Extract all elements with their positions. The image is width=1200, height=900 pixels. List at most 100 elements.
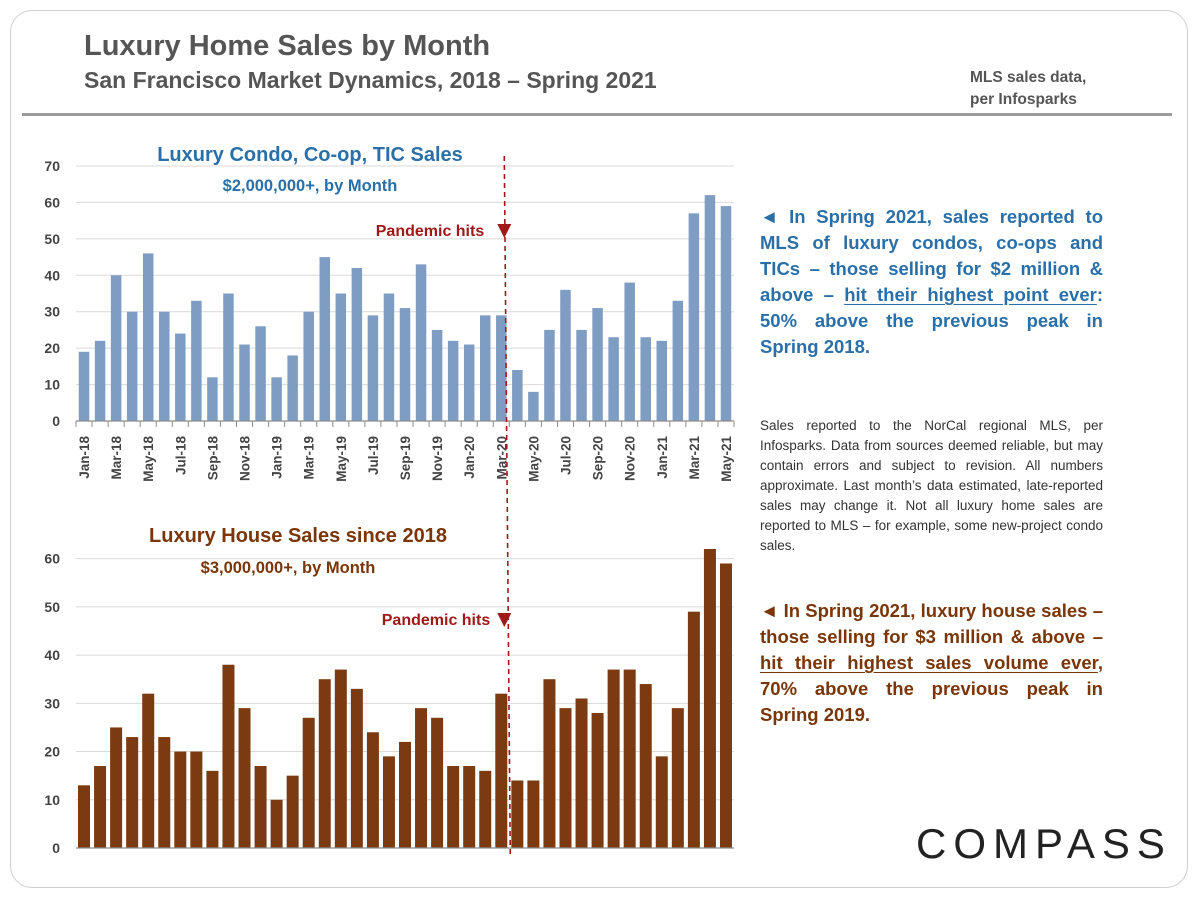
house-y-tick-label: 20 (44, 744, 60, 760)
house-bar-Nov-19 (431, 717, 444, 848)
condo-bar-Nov-19 (431, 329, 443, 421)
condo-x-tick-label: Mar-18 (109, 436, 124, 480)
condo-chart-subtitle: $2,000,000+, by Month (223, 177, 398, 195)
condo-bar-Oct-19 (415, 264, 427, 421)
condo-bar-Aug-20 (576, 329, 587, 421)
condo-bar-Dec-18 (255, 326, 266, 421)
house-bar-Jan-20 (463, 766, 476, 848)
condo-y-tick-label: 70 (44, 158, 60, 174)
pandemic-dashed-line (503, 155, 512, 859)
house-bar-Jan-18 (78, 785, 91, 848)
condo-bar-Nov-18 (239, 344, 250, 421)
condo-bar-Jul-19 (367, 315, 379, 421)
condo-x-tick-label: Jan-18 (77, 436, 92, 479)
house-bar-Nov-20 (623, 669, 636, 848)
condo-x-tick-label: Nov-20 (623, 436, 638, 481)
condo-y-tick-label: 50 (44, 231, 60, 247)
house-bar-Jul-18 (174, 751, 187, 848)
house-bar-Feb-21 (671, 708, 684, 848)
condo-x-tick-label: Mar-21 (687, 436, 702, 480)
condo-y-tick-label: 20 (44, 340, 60, 356)
house-chart-subtitle: $3,000,000+, by Month (201, 559, 376, 577)
condo-bar-May-21 (720, 206, 732, 421)
condo-x-tick-label: Jul-19 (366, 436, 381, 475)
condo-y-tick-label: 0 (52, 413, 60, 429)
house-bar-Oct-19 (415, 708, 428, 848)
condo-y-tick-label: 60 (44, 194, 60, 210)
condo-bar-Sep-20 (592, 308, 603, 421)
page-title: Luxury Home Sales by Month (84, 30, 491, 62)
condo-x-tick-label: Sep-19 (398, 436, 413, 480)
house-bar-Mar-18 (110, 727, 123, 848)
condo-x-tick-label: Jul-18 (173, 436, 188, 476)
condo-x-tick-label: Nov-18 (238, 436, 253, 482)
condo-x-tick-label: Jan-21 (655, 436, 670, 479)
condo-bar-May-19 (335, 293, 347, 421)
disclaimer-note: Sales reported to the NorCal regional ML… (760, 418, 1103, 553)
house-bar-Feb-20 (479, 770, 492, 848)
house-bar-Jun-19 (350, 688, 363, 848)
house-bar-Nov-18 (238, 708, 251, 848)
condo-callout: ◄ In Spring 2021, sales reported to MLS … (760, 204, 1103, 360)
condo-x-tick-label: Jan-19 (270, 436, 285, 479)
condo-bar-Apr-18 (126, 311, 138, 421)
source-note-line-2: per Infosparks (970, 91, 1077, 108)
condo-x-tick-label: May-18 (141, 436, 156, 482)
house-bar-Jun-18 (158, 737, 171, 848)
condo-x-tick-label: Jul-20 (558, 436, 573, 475)
house-pandemic-arrow-icon (497, 613, 512, 627)
condo-bar-Apr-19 (319, 257, 331, 421)
condo-bar-Feb-18 (94, 340, 106, 421)
condo-x-tick-label: Mar-19 (302, 436, 317, 480)
condo-x-tick-label: May-21 (719, 436, 734, 482)
condo-y-tick-label: 30 (44, 304, 60, 320)
house-bar-Aug-19 (382, 756, 395, 848)
house-bar-Jan-21 (655, 756, 668, 848)
condo-bar-Jan-20 (463, 344, 475, 421)
condo-bar-Jun-19 (351, 268, 363, 421)
house-bar-Oct-20 (607, 669, 620, 848)
house-callout-highlight: hit their highest sales volume ever (760, 652, 1098, 673)
house-bar-May-19 (334, 669, 347, 848)
house-bar-Dec-20 (639, 684, 652, 848)
condo-callout-tail: : 50% above the previous peak in Spring … (760, 284, 1103, 357)
house-bar-Sep-19 (399, 741, 411, 848)
condo-bar-Aug-19 (383, 293, 395, 421)
condo-bar-Oct-18 (223, 293, 234, 421)
condo-bar-May-18 (142, 253, 154, 421)
condo-bar-Jan-21 (656, 340, 668, 421)
condo-callout-text: ◄ In Spring 2021, sales reported to MLS … (760, 206, 1103, 305)
house-callout: ◄ In Spring 2021, luxury house sales – t… (760, 598, 1103, 728)
condo-bar-Sep-19 (399, 308, 411, 421)
condo-bar-Jun-18 (159, 311, 170, 421)
condo-bar-Apr-21 (704, 195, 716, 421)
house-bar-Apr-18 (126, 737, 139, 848)
house-bar-Jul-20 (559, 708, 572, 848)
condo-bar-Jan-18 (78, 351, 90, 421)
condo-bar-Nov-20 (624, 282, 635, 421)
condo-bar-Jun-20 (544, 329, 555, 421)
condo-bar-Dec-20 (640, 337, 651, 421)
condo-bar-Mar-19 (303, 311, 314, 421)
condo-x-tick-label: May-20 (526, 436, 541, 482)
house-bar-May-21 (719, 563, 732, 848)
condo-callout-highlight: hit their highest point ever (844, 284, 1097, 305)
house-bar-Dec-19 (447, 766, 460, 848)
house-bar-Aug-20 (575, 698, 588, 848)
condo-bar-Mar-21 (688, 213, 700, 421)
house-bar-Apr-19 (318, 679, 331, 848)
house-y-tick-label: 40 (44, 647, 60, 663)
condo-x-tick-label: Jan-20 (462, 436, 477, 479)
source-note: MLS sales data, per Infosparks (970, 67, 1086, 111)
condo-bar-Aug-18 (191, 300, 202, 421)
house-bar-Feb-18 (94, 766, 107, 848)
condo-x-tick-label: Sep-20 (591, 436, 606, 480)
house-pandemic-label: Pandemic hits (382, 612, 491, 629)
condo-bar-May-20 (528, 391, 539, 421)
condo-chart-title: Luxury Condo, Co-op, TIC Sales (157, 144, 463, 166)
source-note-line-1: MLS sales data, (970, 69, 1087, 86)
house-y-tick-label: 60 (44, 551, 60, 567)
house-callout-text: ◄ In Spring 2021, luxury house sales – t… (760, 600, 1103, 647)
house-bar-Oct-18 (222, 664, 235, 848)
house-bar-Feb-19 (286, 775, 299, 848)
